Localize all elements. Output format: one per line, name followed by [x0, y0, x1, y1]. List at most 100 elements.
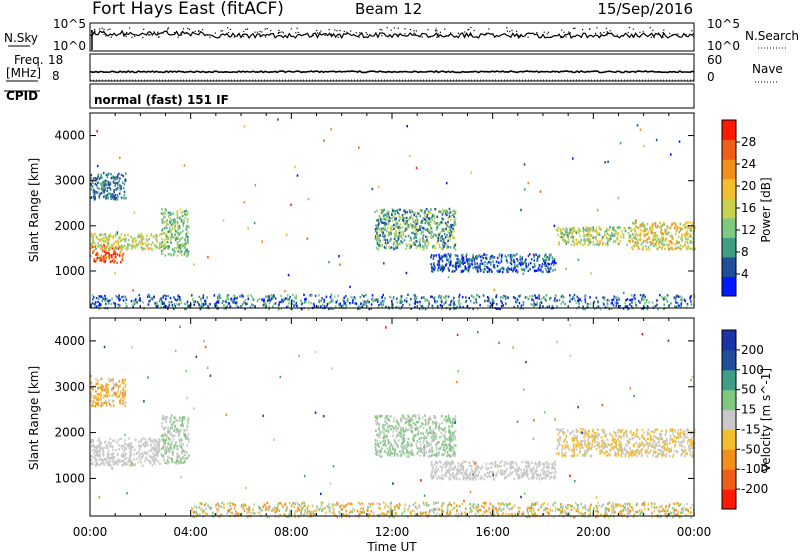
- data-point: [90, 177, 92, 180]
- data-point: [404, 217, 406, 220]
- data-point: [111, 455, 114, 458]
- data-point: [448, 425, 450, 428]
- data-point: [434, 267, 437, 270]
- data-point: [469, 265, 471, 268]
- data-point: [389, 230, 392, 233]
- data-point: [150, 243, 152, 247]
- data-point: [167, 237, 169, 240]
- data-point: [435, 443, 437, 446]
- data-point: [416, 244, 419, 247]
- data-point: [166, 446, 169, 449]
- data-point: [451, 233, 453, 236]
- data-point: [117, 385, 120, 389]
- data-point: [142, 247, 145, 250]
- data-point: [405, 446, 408, 449]
- data-point: [435, 421, 437, 424]
- data-point: [424, 419, 427, 422]
- nsearch-point: [295, 32, 297, 34]
- data-point: [569, 300, 571, 303]
- data-point: [416, 240, 418, 243]
- nsearch-point: [642, 31, 644, 33]
- data-point: [360, 306, 362, 309]
- data-point: [575, 231, 578, 234]
- data-point: [609, 234, 612, 238]
- data-point: [182, 222, 185, 225]
- data-point: [166, 450, 168, 453]
- data-point: [287, 294, 289, 297]
- data-point: [421, 236, 424, 240]
- data-point: [654, 304, 657, 308]
- data-point: [490, 260, 492, 264]
- nsearch-point: [669, 32, 671, 35]
- data-point: [423, 296, 425, 299]
- data-point: [105, 458, 107, 461]
- data-point: [384, 441, 386, 444]
- data-point: [397, 439, 400, 442]
- data-point: [377, 422, 380, 425]
- data-point: [681, 237, 684, 240]
- data-point: [589, 302, 592, 306]
- data-point: [236, 297, 238, 300]
- colorbar-segment: [722, 178, 736, 199]
- data-point: [660, 230, 662, 234]
- data-point: [388, 245, 390, 249]
- data-point: [412, 231, 415, 234]
- nsearch-point: [94, 30, 96, 32]
- data-point: [515, 268, 518, 272]
- data-point: [365, 302, 368, 305]
- data-point: [415, 434, 417, 437]
- data-point: [386, 238, 389, 242]
- data-point: [440, 221, 442, 224]
- data-point: [323, 300, 325, 303]
- data-point: [254, 184, 257, 187]
- data-point: [432, 267, 434, 270]
- data-point: [365, 293, 367, 297]
- data-point: [450, 446, 452, 449]
- data-point: [106, 452, 109, 455]
- data-point: [124, 178, 126, 181]
- data-point: [515, 464, 518, 467]
- data-point: [613, 234, 616, 237]
- data-point: [634, 301, 637, 304]
- data-point: [243, 125, 246, 128]
- data-point: [596, 232, 598, 235]
- data-point: [686, 225, 689, 228]
- nsearch-point: [134, 35, 136, 37]
- data-point: [385, 429, 387, 432]
- data-point: [403, 209, 405, 212]
- data-point: [108, 463, 110, 467]
- data-point: [263, 298, 265, 301]
- data-point: [661, 235, 663, 239]
- data-point: [120, 437, 122, 440]
- data-point: [268, 295, 270, 298]
- data-point: [90, 391, 92, 394]
- data-point: [401, 215, 404, 218]
- data-point: [637, 299, 640, 303]
- data-point: [440, 300, 443, 304]
- data-point: [415, 215, 417, 218]
- data-point: [108, 302, 110, 305]
- data-point: [395, 246, 397, 249]
- data-point: [161, 218, 163, 221]
- nsearch-point: [366, 33, 368, 35]
- data-point: [445, 474, 447, 478]
- nsearch-point: [319, 32, 321, 34]
- data-point: [476, 262, 479, 265]
- data-point: [416, 452, 419, 455]
- data-point: [148, 237, 150, 241]
- data-point: [177, 228, 179, 231]
- data-point: [556, 299, 558, 302]
- data-point: [448, 428, 450, 432]
- data-point: [584, 241, 586, 244]
- data-point: [184, 302, 186, 306]
- data-point: [179, 248, 182, 252]
- data-point: [447, 416, 450, 420]
- data-point: [449, 233, 452, 237]
- data-point: [512, 270, 514, 273]
- data-point: [539, 269, 542, 272]
- data-point: [106, 238, 108, 241]
- data-point: [636, 242, 639, 245]
- data-point: [141, 246, 143, 250]
- data-point: [392, 428, 395, 431]
- data-point: [401, 237, 403, 240]
